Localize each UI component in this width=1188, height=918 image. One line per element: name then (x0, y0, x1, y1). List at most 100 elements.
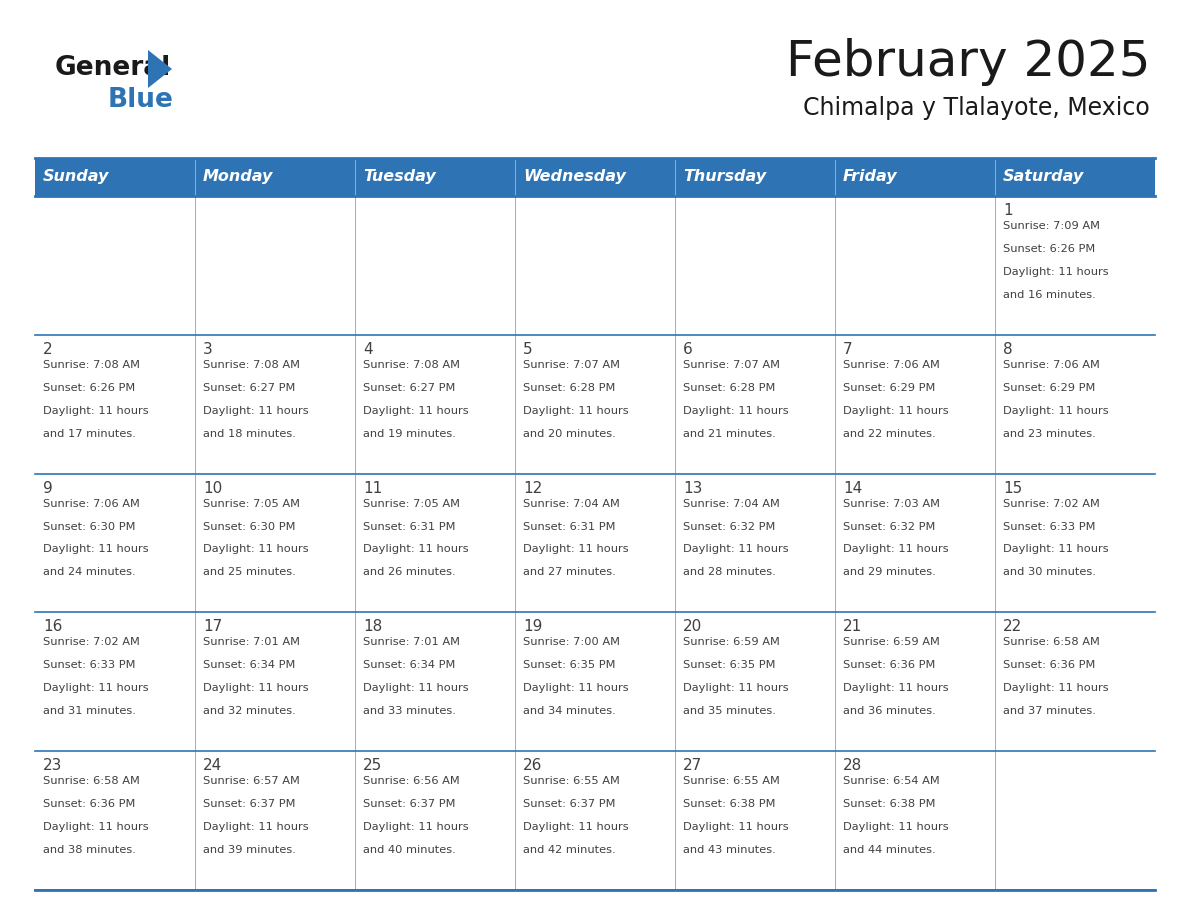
Text: Sunset: 6:35 PM: Sunset: 6:35 PM (683, 660, 776, 670)
Text: 23: 23 (43, 758, 63, 773)
Text: 22: 22 (1003, 620, 1022, 634)
Text: Sunset: 6:30 PM: Sunset: 6:30 PM (43, 521, 135, 532)
Bar (34, 474, 1155, 612)
Bar (34, 335, 1155, 474)
Text: 4: 4 (364, 341, 373, 357)
Text: Daylight: 11 hours: Daylight: 11 hours (683, 822, 789, 832)
Text: Monday: Monday (203, 170, 273, 185)
Text: and 42 minutes.: and 42 minutes. (523, 845, 615, 855)
Text: Daylight: 11 hours: Daylight: 11 hours (843, 822, 949, 832)
Text: Sunset: 6:36 PM: Sunset: 6:36 PM (43, 799, 135, 809)
Text: Sunset: 6:38 PM: Sunset: 6:38 PM (683, 799, 776, 809)
Text: Sunset: 6:37 PM: Sunset: 6:37 PM (203, 799, 296, 809)
Text: and 16 minutes.: and 16 minutes. (1003, 290, 1095, 299)
Text: Sunrise: 7:06 AM: Sunrise: 7:06 AM (843, 360, 940, 370)
Text: Sunrise: 6:58 AM: Sunrise: 6:58 AM (1003, 637, 1100, 647)
Text: 6: 6 (683, 341, 693, 357)
Text: 17: 17 (203, 620, 222, 634)
Text: 7: 7 (843, 341, 853, 357)
Text: 13: 13 (683, 481, 702, 496)
Text: Sunset: 6:31 PM: Sunset: 6:31 PM (523, 521, 615, 532)
Text: Daylight: 11 hours: Daylight: 11 hours (523, 822, 628, 832)
Text: 9: 9 (43, 481, 52, 496)
Text: Chimalpa y Tlalayote, Mexico: Chimalpa y Tlalayote, Mexico (803, 96, 1150, 120)
Text: and 32 minutes.: and 32 minutes. (203, 706, 296, 716)
Text: 3: 3 (203, 341, 213, 357)
Text: Sunset: 6:38 PM: Sunset: 6:38 PM (843, 799, 935, 809)
Text: Sunrise: 7:09 AM: Sunrise: 7:09 AM (1003, 221, 1100, 231)
Text: Daylight: 11 hours: Daylight: 11 hours (203, 822, 309, 832)
Text: and 29 minutes.: and 29 minutes. (843, 567, 936, 577)
Text: Sunrise: 7:08 AM: Sunrise: 7:08 AM (364, 360, 460, 370)
Text: Daylight: 11 hours: Daylight: 11 hours (1003, 683, 1108, 693)
Text: Sunrise: 6:55 AM: Sunrise: 6:55 AM (523, 777, 620, 786)
Text: Daylight: 11 hours: Daylight: 11 hours (683, 544, 789, 554)
Text: Sunrise: 7:02 AM: Sunrise: 7:02 AM (1003, 498, 1100, 509)
Text: Sunset: 6:26 PM: Sunset: 6:26 PM (43, 383, 135, 393)
Polygon shape (148, 50, 172, 88)
Text: and 26 minutes.: and 26 minutes. (364, 567, 456, 577)
Text: Sunrise: 6:59 AM: Sunrise: 6:59 AM (843, 637, 940, 647)
Text: Blue: Blue (108, 87, 173, 113)
Text: Daylight: 11 hours: Daylight: 11 hours (43, 822, 148, 832)
Text: February 2025: February 2025 (785, 38, 1150, 86)
Text: and 40 minutes.: and 40 minutes. (364, 845, 456, 855)
Text: and 35 minutes.: and 35 minutes. (683, 706, 776, 716)
Text: Daylight: 11 hours: Daylight: 11 hours (364, 406, 468, 416)
Text: Sunset: 6:27 PM: Sunset: 6:27 PM (203, 383, 296, 393)
Text: 24: 24 (203, 758, 222, 773)
Text: Sunrise: 7:08 AM: Sunrise: 7:08 AM (203, 360, 301, 370)
Text: 14: 14 (843, 481, 862, 496)
Text: Sunset: 6:37 PM: Sunset: 6:37 PM (364, 799, 455, 809)
Text: and 36 minutes.: and 36 minutes. (843, 706, 936, 716)
Text: and 22 minutes.: and 22 minutes. (843, 429, 936, 439)
Bar (34, 751, 1155, 890)
Text: Daylight: 11 hours: Daylight: 11 hours (683, 683, 789, 693)
Text: Daylight: 11 hours: Daylight: 11 hours (43, 406, 148, 416)
Text: Daylight: 11 hours: Daylight: 11 hours (43, 683, 148, 693)
Text: 18: 18 (364, 620, 383, 634)
Text: Sunrise: 7:04 AM: Sunrise: 7:04 AM (523, 498, 620, 509)
Text: Daylight: 11 hours: Daylight: 11 hours (203, 544, 309, 554)
Text: Tuesday: Tuesday (364, 170, 436, 185)
Text: Sunset: 6:33 PM: Sunset: 6:33 PM (43, 660, 135, 670)
Text: 1: 1 (1003, 203, 1012, 218)
Bar (34, 158, 1155, 196)
Text: 26: 26 (523, 758, 543, 773)
Text: Daylight: 11 hours: Daylight: 11 hours (843, 683, 949, 693)
Text: Sunset: 6:35 PM: Sunset: 6:35 PM (523, 660, 615, 670)
Text: 2: 2 (43, 341, 52, 357)
Text: 12: 12 (523, 481, 542, 496)
Text: Sunrise: 6:55 AM: Sunrise: 6:55 AM (683, 777, 779, 786)
Text: Daylight: 11 hours: Daylight: 11 hours (523, 406, 628, 416)
Text: and 21 minutes.: and 21 minutes. (683, 429, 776, 439)
Text: and 37 minutes.: and 37 minutes. (1003, 706, 1095, 716)
Text: Sunset: 6:28 PM: Sunset: 6:28 PM (523, 383, 615, 393)
Text: Sunset: 6:32 PM: Sunset: 6:32 PM (843, 521, 935, 532)
Text: and 38 minutes.: and 38 minutes. (43, 845, 135, 855)
Text: Sunset: 6:29 PM: Sunset: 6:29 PM (1003, 383, 1095, 393)
Text: and 24 minutes.: and 24 minutes. (43, 567, 135, 577)
Text: 8: 8 (1003, 341, 1012, 357)
Text: 19: 19 (523, 620, 543, 634)
Text: and 19 minutes.: and 19 minutes. (364, 429, 456, 439)
Text: Sunrise: 7:04 AM: Sunrise: 7:04 AM (683, 498, 779, 509)
Text: Sunrise: 6:56 AM: Sunrise: 6:56 AM (364, 777, 460, 786)
Text: Sunrise: 7:01 AM: Sunrise: 7:01 AM (203, 637, 301, 647)
Text: Sunrise: 7:01 AM: Sunrise: 7:01 AM (364, 637, 460, 647)
Text: 21: 21 (843, 620, 862, 634)
Text: Sunset: 6:32 PM: Sunset: 6:32 PM (683, 521, 776, 532)
Text: Daylight: 11 hours: Daylight: 11 hours (1003, 544, 1108, 554)
Text: and 43 minutes.: and 43 minutes. (683, 845, 776, 855)
Text: Sunrise: 7:08 AM: Sunrise: 7:08 AM (43, 360, 140, 370)
Text: Saturday: Saturday (1003, 170, 1085, 185)
Text: Sunrise: 7:06 AM: Sunrise: 7:06 AM (43, 498, 140, 509)
Text: Sunrise: 6:57 AM: Sunrise: 6:57 AM (203, 777, 299, 786)
Text: Daylight: 11 hours: Daylight: 11 hours (364, 683, 468, 693)
Text: Sunset: 6:30 PM: Sunset: 6:30 PM (203, 521, 296, 532)
Text: 11: 11 (364, 481, 383, 496)
Text: Daylight: 11 hours: Daylight: 11 hours (364, 544, 468, 554)
Text: and 28 minutes.: and 28 minutes. (683, 567, 776, 577)
Text: Sunset: 6:37 PM: Sunset: 6:37 PM (523, 799, 615, 809)
Text: Sunset: 6:36 PM: Sunset: 6:36 PM (843, 660, 935, 670)
